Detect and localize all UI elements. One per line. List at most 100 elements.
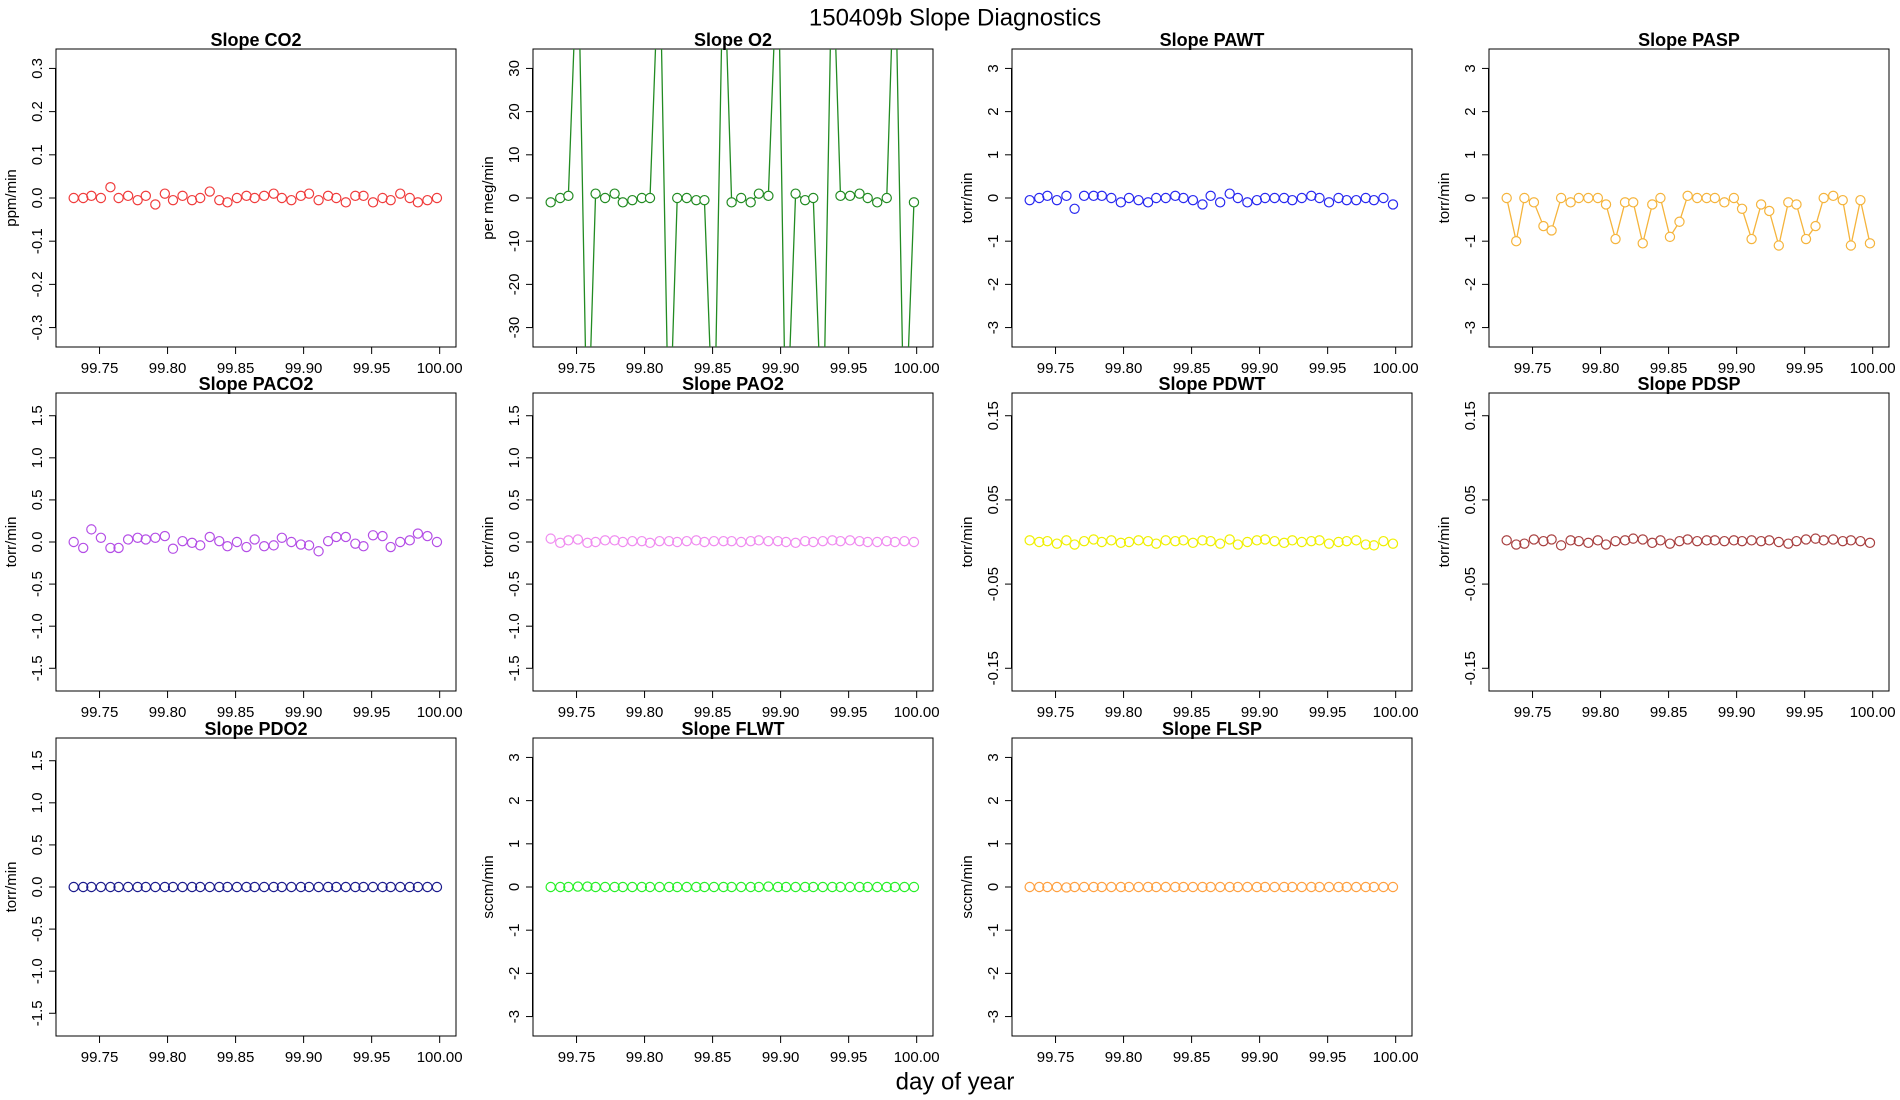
point [1664,231,1676,243]
point [808,192,819,204]
point [122,190,134,202]
x-tick-label: 99.95 [1786,704,1824,721]
point [150,532,161,543]
point [1151,192,1162,204]
point [1800,233,1812,245]
point [322,535,334,547]
point [313,194,324,206]
point [1682,534,1693,545]
point [1160,535,1171,546]
point [663,535,675,547]
point [331,192,342,204]
x-tick-label: 99.75 [558,1049,596,1066]
point [844,881,856,893]
x-tick-label: 99.80 [1105,360,1143,377]
y-tick-label: 1.5 [29,750,46,771]
point [817,535,828,547]
point [1592,535,1604,546]
point [1736,203,1748,214]
point [1791,199,1802,210]
y-tick-label: 3 [985,753,1002,761]
x-tick-label: 99.95 [830,1049,868,1066]
y-axis-title: sccm/min [959,855,976,918]
point [827,881,838,893]
point [1555,192,1567,204]
point [1051,538,1063,549]
x-tick-label: 99.85 [694,1049,732,1066]
panel-title: Slope PAWT [1160,30,1265,50]
point [1610,233,1621,245]
point [1864,238,1876,249]
point [854,535,865,547]
point [68,536,79,548]
x-tick-label: 99.95 [353,1049,391,1066]
point [1528,197,1540,208]
x-tick-label: 99.95 [830,704,868,721]
point [1511,539,1522,550]
y-tick-label: -0.5 [506,571,523,597]
y-axis-title: torr/min [1436,517,1453,568]
x-tick-label: 99.75 [1037,360,1075,377]
point [95,532,107,543]
point [1106,535,1117,546]
point [699,194,710,206]
x-tick-label: 100.00 [1373,360,1419,377]
y-tick-label: 0 [506,883,523,891]
point [68,192,79,204]
x-axis-title: day of year [896,1068,1015,1095]
x-tick-label: 99.90 [285,704,323,721]
panel: Slope PASP torr/min -3 -2 -1 0 1 2 3 99.75 99.80 99… [1436,30,1896,377]
point [844,190,856,202]
point [1142,881,1154,893]
point [735,536,747,548]
point [367,881,379,893]
point [835,190,846,202]
point [644,537,656,549]
point [1323,881,1335,893]
point [718,881,729,893]
y-tick-label: 0.15 [1462,401,1479,430]
point [286,881,297,893]
point [1378,535,1389,547]
point [1224,188,1235,199]
point [1296,536,1307,548]
point [1719,197,1730,208]
point [672,192,683,204]
point [95,881,107,893]
point [177,190,188,202]
plot-area [545,881,920,893]
x-tick-label: 100.00 [1373,704,1419,721]
x-tick-label: 99.85 [1173,1049,1211,1066]
x-tick-label: 99.85 [1173,704,1211,721]
y-tick-label: -1 [1462,235,1479,248]
y-axis-title: per meg/min [480,156,497,239]
x-tick-label: 99.90 [762,704,800,721]
point [395,881,406,893]
point [1378,881,1389,893]
point [1287,194,1298,206]
point [908,881,920,893]
point [1810,220,1821,232]
point [1187,537,1199,549]
point [1837,194,1848,206]
point [1042,190,1053,202]
y-axis-title: torr/min [959,517,976,568]
point [1818,535,1829,546]
y-tick-label: -3 [985,1010,1002,1023]
point [555,881,566,893]
panel: Slope PDWT torr/min -0.15 -0.05 0.05 0.15 99.7… [959,374,1419,721]
plot-area [1501,190,1876,251]
y-tick-label: 0.1 [29,144,46,165]
point [340,881,351,893]
point [681,192,692,204]
point [1232,539,1244,550]
x-tick-label: 99.80 [626,360,664,377]
point [268,540,279,551]
point [1378,192,1389,204]
point [231,881,243,893]
point [1078,881,1090,893]
point [1387,881,1399,893]
y-tick-label: 0.15 [985,401,1002,430]
point [708,881,720,893]
point [1674,535,1685,547]
